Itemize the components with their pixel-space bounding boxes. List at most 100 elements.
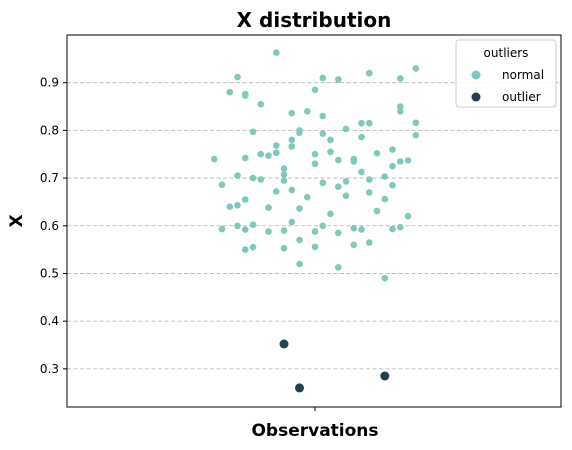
data-point-normal <box>381 274 389 282</box>
data-point-normal <box>397 75 404 82</box>
y-tick-label: 0.8 <box>40 123 59 137</box>
data-point-normal <box>280 171 288 178</box>
data-point-normal <box>296 236 303 244</box>
data-point-normal <box>288 136 296 144</box>
data-points <box>211 49 420 393</box>
data-point-normal <box>350 224 358 232</box>
data-point-normal <box>226 88 234 96</box>
data-point-normal <box>265 152 272 159</box>
y-tick-label: 0.9 <box>40 76 59 90</box>
data-point-outlier <box>295 383 304 393</box>
data-point-normal <box>335 183 342 190</box>
x-axis-label: Observations <box>251 421 378 441</box>
data-point-normal <box>242 90 249 98</box>
data-point-normal <box>327 136 334 144</box>
data-point-normal <box>319 74 327 82</box>
legend-title: outliers <box>484 46 529 60</box>
data-point-normal <box>397 223 404 231</box>
data-point-normal <box>311 228 319 235</box>
data-point-normal <box>296 205 303 212</box>
data-point-normal <box>342 178 350 185</box>
y-tick-label: 0.6 <box>40 219 59 233</box>
gridlines <box>67 82 561 370</box>
data-point-normal <box>226 203 234 210</box>
data-point-normal <box>265 228 272 235</box>
data-point-normal <box>366 239 373 246</box>
data-point-normal <box>288 143 296 150</box>
data-point-normal <box>242 154 249 162</box>
data-point-normal <box>288 109 296 117</box>
data-point-normal <box>319 179 327 187</box>
data-point-normal <box>389 146 396 153</box>
data-point-normal <box>242 246 249 253</box>
data-point-normal <box>280 227 288 234</box>
data-point-normal <box>373 207 381 215</box>
data-point-normal <box>358 133 365 141</box>
data-point-normal <box>242 196 249 203</box>
data-point-normal <box>389 181 396 189</box>
data-point-normal <box>296 260 303 268</box>
legend-label-outlier: outlier <box>502 90 541 104</box>
data-point-outlier <box>380 371 390 381</box>
data-point-normal <box>311 150 319 158</box>
y-tick-label: 0.3 <box>40 362 59 376</box>
data-point-normal <box>389 162 396 170</box>
data-point-normal <box>249 243 257 251</box>
data-point-normal <box>265 204 272 211</box>
data-point-normal <box>412 131 420 139</box>
data-point-normal <box>304 193 311 201</box>
data-point-normal <box>350 241 358 249</box>
data-point-normal <box>288 186 296 194</box>
data-point-normal <box>273 49 280 56</box>
data-point-normal <box>273 149 280 157</box>
data-point-normal <box>249 221 257 229</box>
data-point-normal <box>257 150 265 158</box>
data-point-normal <box>242 226 249 233</box>
legend-marker-normal <box>471 70 481 80</box>
y-tick-label: 0.4 <box>40 314 59 328</box>
data-point-normal <box>342 192 350 199</box>
data-point-outlier <box>279 339 289 349</box>
data-point-normal <box>280 165 288 172</box>
data-point-normal <box>311 86 319 94</box>
data-point-normal <box>304 108 311 115</box>
data-point-normal <box>273 142 280 149</box>
data-point-normal <box>280 244 288 252</box>
data-point-normal <box>273 188 280 195</box>
data-point-normal <box>257 176 265 183</box>
data-point-normal <box>335 229 342 237</box>
data-point-normal <box>358 119 365 127</box>
data-point-normal <box>319 222 327 230</box>
data-point-normal <box>404 157 412 164</box>
data-point-normal <box>412 65 420 72</box>
data-point-normal <box>389 225 396 233</box>
data-point-normal <box>311 160 319 168</box>
data-point-normal <box>335 264 342 271</box>
y-axis-ticks: 0.3 0.4 0.5 0.6 0.7 0.8 0.9 <box>40 76 67 376</box>
data-point-normal <box>366 189 373 196</box>
data-point-normal <box>397 108 404 115</box>
legend-box <box>455 39 557 108</box>
data-point-normal <box>249 174 257 182</box>
data-point-normal <box>311 243 319 251</box>
data-point-normal <box>249 128 257 136</box>
data-point-normal <box>397 103 404 110</box>
data-point-normal <box>319 112 327 120</box>
data-point-normal <box>234 222 241 230</box>
data-point-normal <box>397 158 404 165</box>
data-point-normal <box>350 158 358 165</box>
data-point-normal <box>327 148 334 156</box>
data-point-normal <box>366 176 373 183</box>
data-point-normal <box>234 73 241 81</box>
y-axis-label: X <box>7 214 27 227</box>
plot-frame <box>66 34 562 408</box>
chart-title: X distribution <box>237 8 392 32</box>
data-point-normal <box>288 218 296 226</box>
data-point-normal <box>373 150 381 157</box>
data-point-normal <box>218 181 226 189</box>
data-point-normal <box>211 155 218 163</box>
data-point-normal <box>327 210 334 218</box>
data-point-normal <box>335 156 342 164</box>
data-point-normal <box>412 119 420 127</box>
